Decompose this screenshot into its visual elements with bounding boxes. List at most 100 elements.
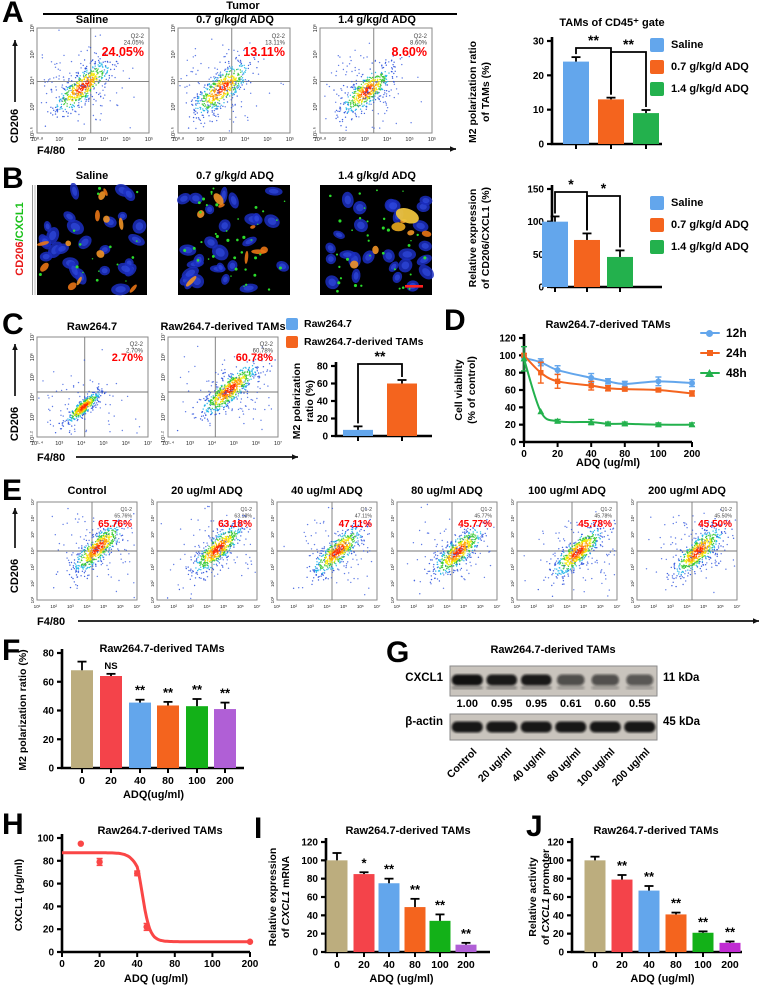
y-tick-label: 10⁴ bbox=[312, 76, 319, 85]
y-tick-label: 40 bbox=[307, 911, 319, 922]
legend-label: 12h bbox=[726, 326, 747, 340]
y-tick-label: 80 bbox=[307, 874, 319, 885]
quadrant-name: Q1-2 bbox=[720, 507, 732, 513]
x-tick-label: 10⁴ bbox=[241, 136, 250, 143]
bar bbox=[100, 676, 122, 768]
y-tick-label: 10⁷ bbox=[30, 498, 35, 505]
y-tick-label: 80 bbox=[43, 649, 55, 660]
x-axis-label: F4/80 bbox=[37, 452, 65, 464]
legend-a-item-saline: Saline bbox=[650, 38, 749, 52]
legend-label: Saline bbox=[671, 197, 704, 209]
x-tick-label: 40 bbox=[134, 775, 146, 787]
x-tick-label: 20 bbox=[358, 959, 370, 971]
x-tick-label: 200 bbox=[216, 775, 234, 787]
y-tick-label: 40 bbox=[43, 902, 55, 913]
y-tick-label: 10⁵ bbox=[150, 531, 155, 538]
y-tick-label: 10⁷ bbox=[150, 498, 155, 505]
x-tick-label: 10⁵ bbox=[100, 604, 107, 609]
quadrant-pct: 2.70% bbox=[126, 349, 144, 355]
y-tick-label: 10⁴ bbox=[29, 392, 36, 401]
significance-label: ** bbox=[623, 36, 634, 52]
x-tick-label: 10³ bbox=[547, 604, 554, 609]
legend-label: Saline bbox=[671, 39, 704, 51]
blot-strip bbox=[449, 713, 658, 741]
y-tick-label: 0 bbox=[510, 438, 516, 449]
y-tick-label: 10⁶ bbox=[312, 24, 319, 32]
x-tick-label: 20 bbox=[616, 959, 628, 971]
e-plot-title-4: 80 ug/ml ADQ bbox=[411, 485, 483, 497]
y-tick-label: 10⁵ bbox=[312, 50, 319, 58]
legend-swatch bbox=[650, 38, 664, 52]
legend-a-item-14: 1.4 g/kg/d ADQ bbox=[650, 82, 749, 96]
legend-b-item-07: 0.7 g/kg/d ADQ bbox=[650, 218, 749, 232]
y-tick-label: 0 bbox=[538, 140, 544, 151]
legend-label: 24h bbox=[726, 346, 747, 360]
y-tick-label: 40 bbox=[553, 911, 565, 922]
y-axis-label: Cell viability bbox=[453, 359, 465, 420]
significance-label: ** bbox=[461, 926, 472, 941]
x-tick-label: 10⁵ bbox=[460, 604, 467, 609]
legend-swatch bbox=[650, 60, 664, 74]
y-tick-label: 10¹·⁶ bbox=[170, 127, 177, 139]
blot-band bbox=[486, 721, 518, 733]
bar bbox=[343, 429, 373, 436]
y-tick-label: 150 bbox=[527, 185, 544, 196]
y-tick-label: 10² bbox=[30, 580, 35, 587]
g-value: 0.55 bbox=[629, 698, 651, 710]
legend-b-item-saline: Saline bbox=[650, 196, 749, 210]
legend-c-item-tams: Raw264.7-derived TAMs bbox=[286, 336, 423, 348]
b-row-label-sep: / bbox=[14, 238, 26, 242]
legend-swatch bbox=[286, 336, 298, 348]
y-axis-label: of TAMs (%) bbox=[480, 62, 492, 122]
legend-label: 48h bbox=[726, 366, 747, 380]
x-tick-label: 10⁶ bbox=[717, 604, 724, 609]
significance-label: ** bbox=[698, 914, 709, 929]
x-axis-label: F4/80 bbox=[37, 616, 65, 628]
quadrant-pct: 45.77% bbox=[474, 514, 492, 520]
panel-letter-j: J bbox=[526, 810, 543, 843]
quadrant-pct: 63.18% bbox=[234, 514, 252, 520]
x-tick-label: 200 bbox=[457, 959, 475, 971]
x-tick-label: 10⁷ bbox=[734, 604, 741, 609]
chart-title: TAMs of CD45⁺ gate bbox=[559, 17, 664, 29]
x-tick-label: 0 bbox=[521, 449, 527, 460]
panel-letter-e: E bbox=[2, 474, 23, 507]
y-tick-label: 80 bbox=[553, 874, 565, 885]
y-tick-label: 10¹·² bbox=[161, 431, 167, 443]
legend-d: 12h 24h 48h bbox=[700, 326, 747, 380]
x-axis-label: ADQ(ug/ml) bbox=[123, 789, 184, 801]
y-tick-label: 10¹ bbox=[270, 596, 275, 603]
g-value: 0.95 bbox=[525, 698, 547, 710]
y-tick-label: 10⁴ bbox=[630, 547, 635, 554]
x-tick-label: 10⁵ bbox=[230, 440, 238, 447]
g-value: 0.95 bbox=[491, 698, 513, 710]
x-tick-label: 0 bbox=[79, 775, 85, 787]
x-tick-label: 10³ bbox=[667, 604, 674, 609]
bar bbox=[692, 932, 714, 952]
x-tick-label: 10⁷ bbox=[274, 440, 282, 447]
blot-band bbox=[555, 721, 587, 733]
panel-letter-f: F bbox=[2, 634, 21, 667]
series-line-48h bbox=[523, 358, 693, 426]
a-header: Tumor bbox=[226, 0, 260, 12]
quadrant-name: Q1-2 bbox=[240, 507, 252, 513]
e-plot-title-6: 200 ug/ml ADQ bbox=[648, 485, 726, 497]
panel-letter-c: C bbox=[2, 308, 24, 341]
chart-f-bar: 0 20 40 60 80 Raw264.7-derived TAMs M2 polariz… bbox=[17, 643, 244, 801]
bar bbox=[157, 705, 179, 768]
y-tick-label: 10⁵ bbox=[29, 50, 36, 58]
y-tick-label: 10² bbox=[150, 580, 155, 587]
y-tick-label: 100 bbox=[547, 856, 564, 867]
y-tick-label: 10³ bbox=[510, 564, 515, 571]
y-tick-label: 30 bbox=[533, 37, 545, 48]
y-tick-label: 10³ bbox=[161, 413, 167, 421]
y-tick-label: 20 bbox=[307, 929, 319, 940]
c-plot-title-1: Raw264.7 bbox=[66, 321, 118, 333]
y-tick-label: 10⁶ bbox=[270, 515, 275, 522]
blot-band bbox=[486, 674, 518, 686]
y-axis-label: M2 polarization bbox=[292, 363, 303, 439]
y-tick-label: 10⁷ bbox=[270, 498, 275, 505]
x-tick-label: 10¹ bbox=[34, 604, 41, 609]
if-image bbox=[320, 185, 432, 295]
significance-label: ** bbox=[163, 685, 174, 700]
